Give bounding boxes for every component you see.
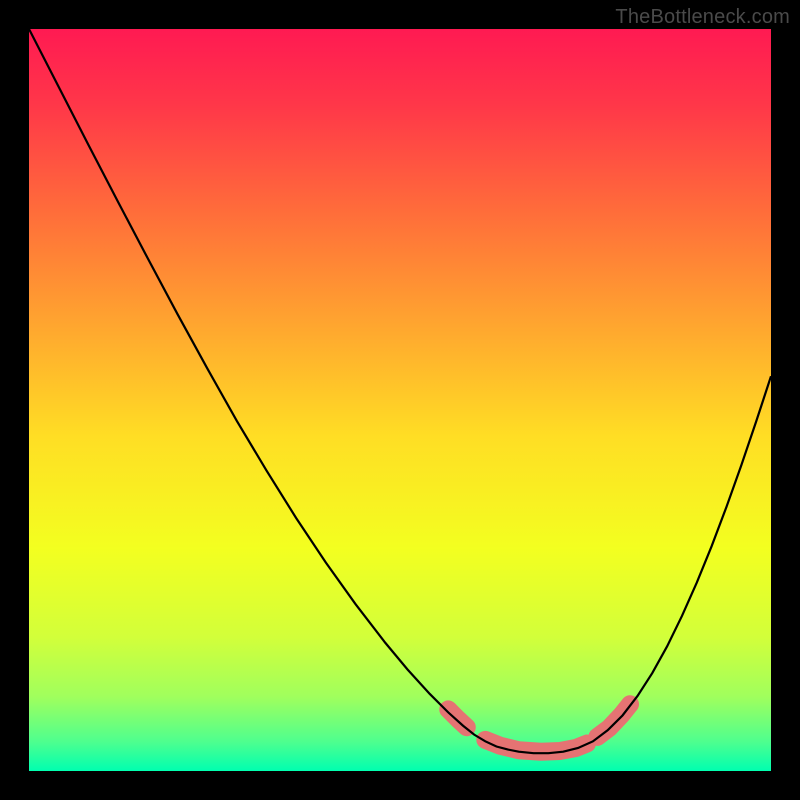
chart-plot-area [29, 29, 771, 771]
chart-svg [29, 29, 771, 771]
watermark-text: TheBottleneck.com [615, 6, 790, 29]
